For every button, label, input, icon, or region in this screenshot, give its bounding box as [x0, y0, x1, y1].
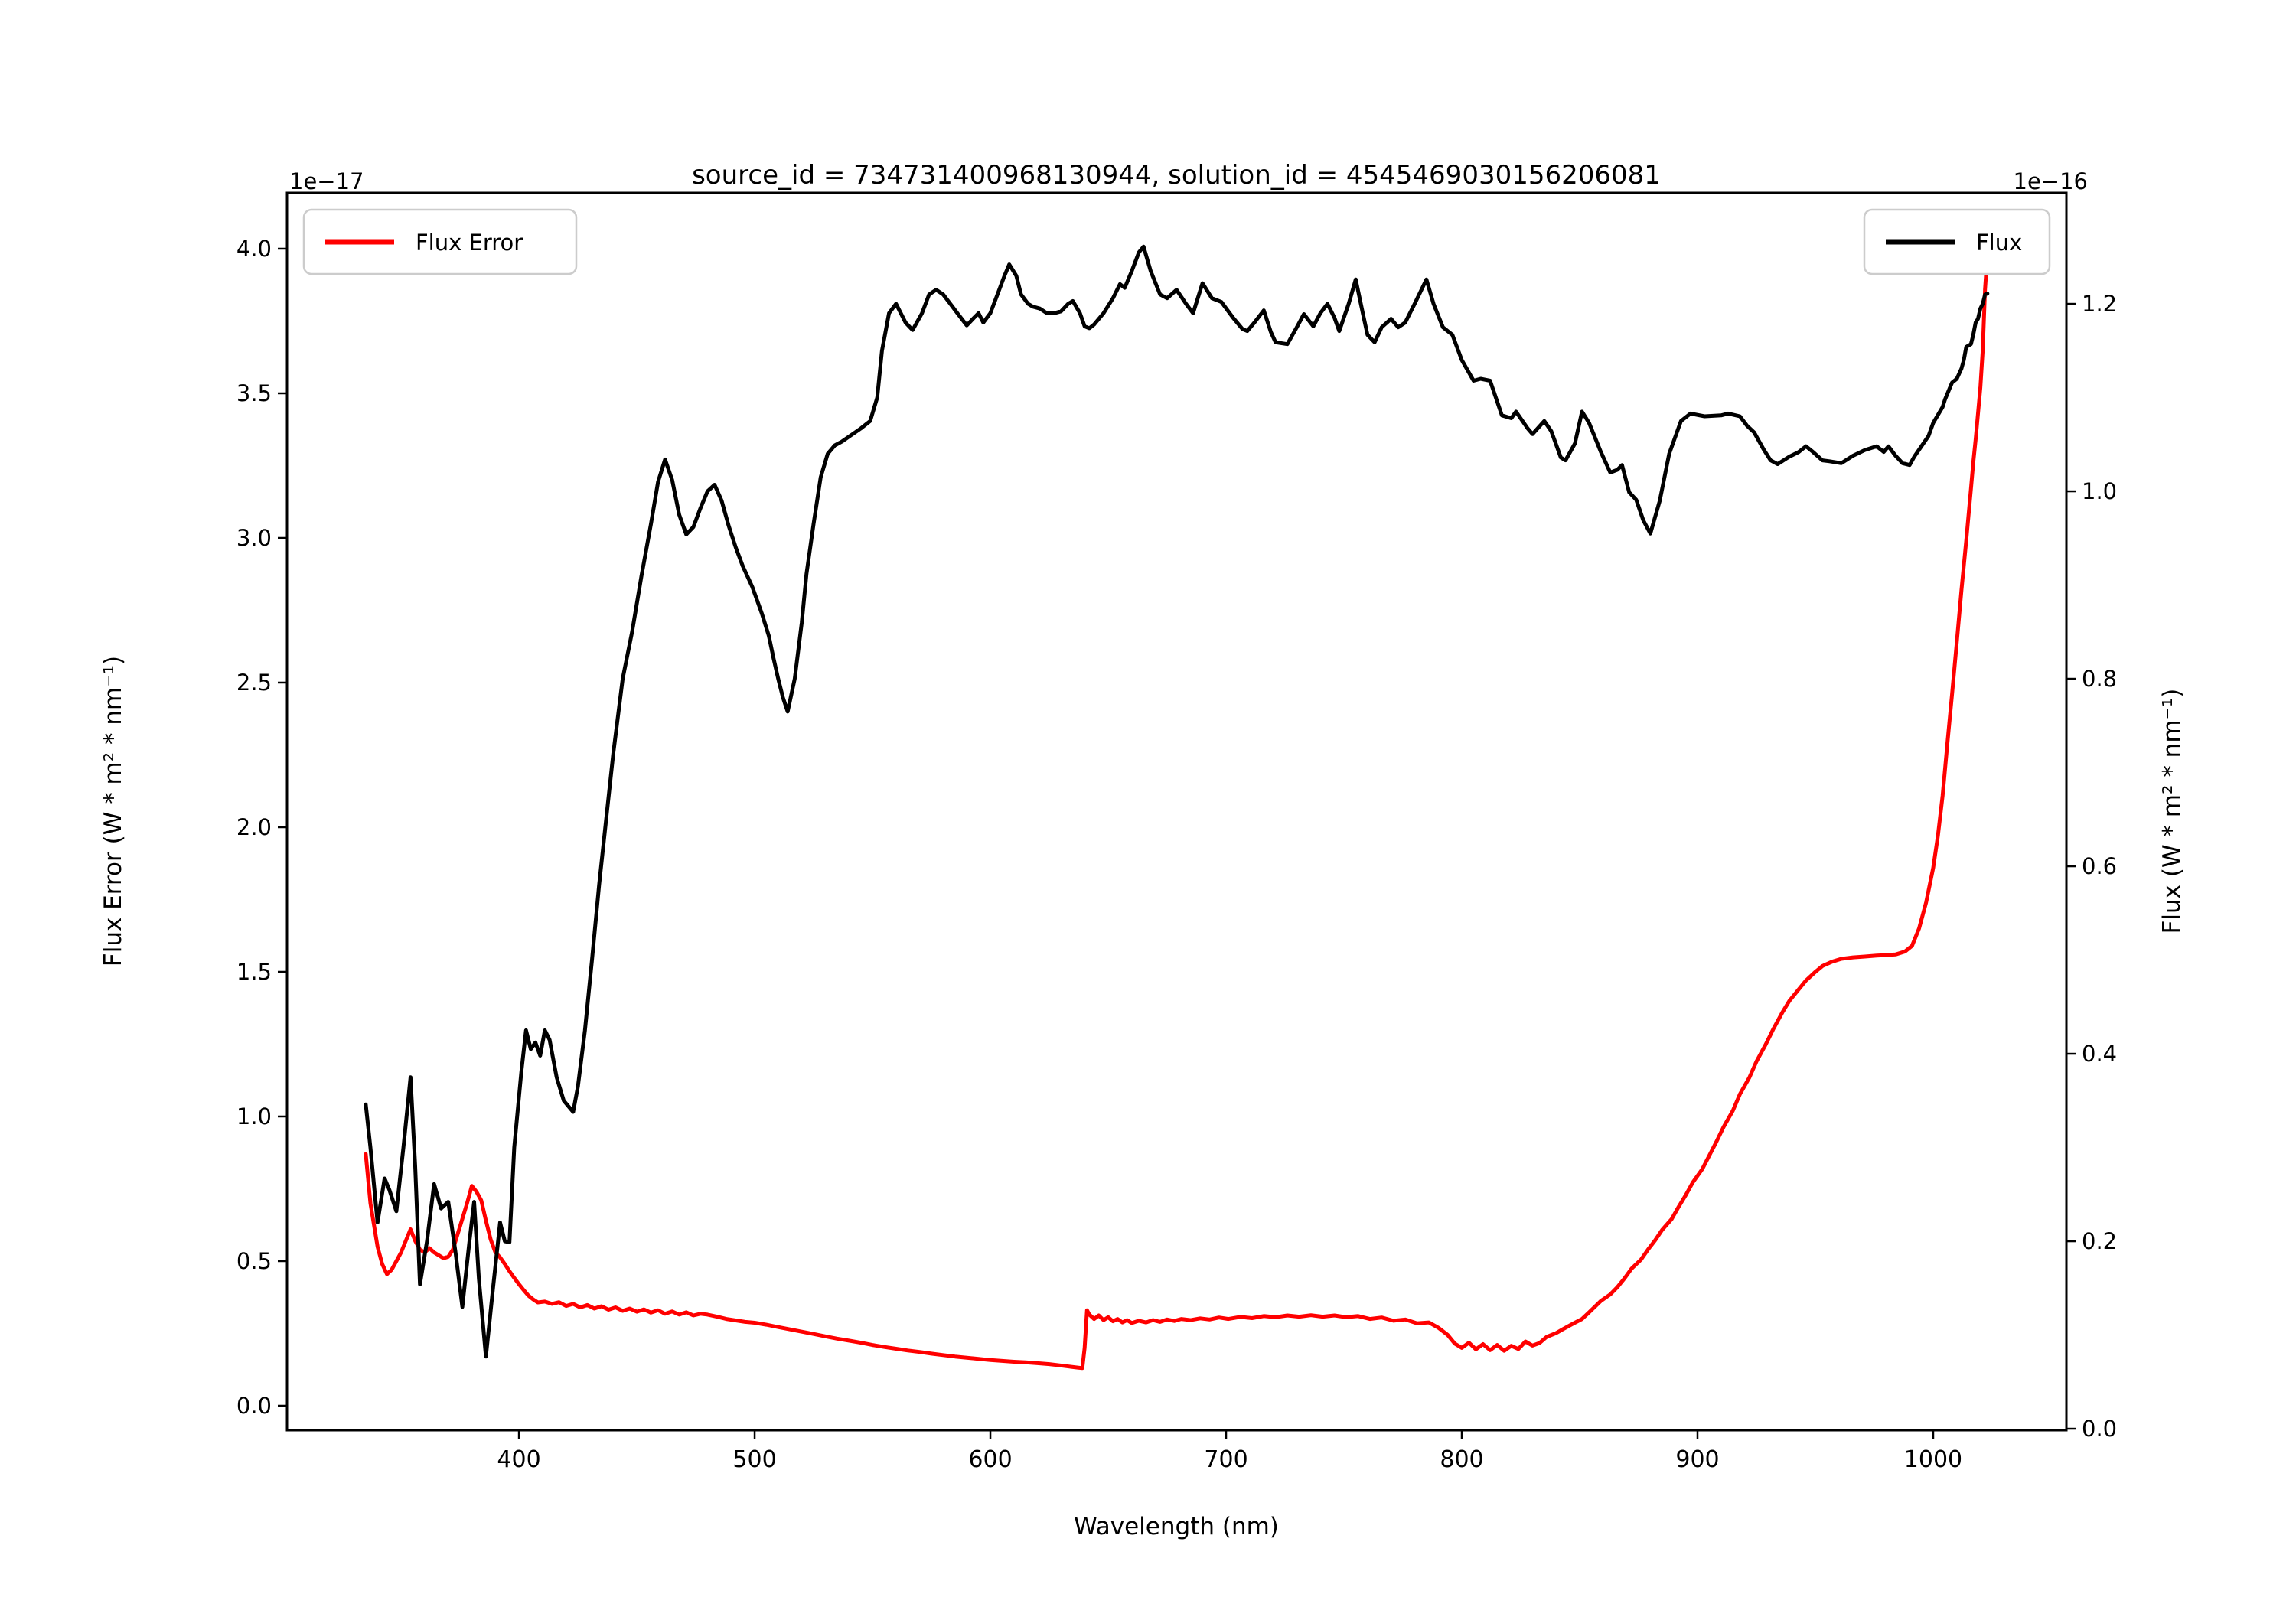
x-tick-label: 800	[1440, 1446, 1483, 1473]
legend-flux-box	[1863, 208, 2051, 275]
y-left-tick-label: 0.5	[236, 1248, 272, 1274]
y-right-axis-label: Flux (W * m² * nm⁻¹)	[2158, 689, 2186, 934]
x-tick-label: 600	[968, 1446, 1012, 1473]
y-left-tick-label: 1.5	[236, 959, 272, 985]
curve-flux	[364, 244, 1990, 1359]
y-right-tick-label: 0.4	[2082, 1041, 2117, 1067]
legend-flux-error-box	[302, 208, 578, 275]
x-tick-label: 400	[497, 1446, 540, 1473]
legend-flux: Flux	[1863, 208, 2051, 275]
chart-title: source_id = 734731400968130944, solution…	[692, 160, 1661, 191]
y-right-tick-label: 0.2	[2082, 1228, 2117, 1254]
left-axis-offset-label: 1e−17	[289, 168, 364, 194]
y-left-tick-label: 3.5	[236, 380, 272, 406]
y-right-tick-label: 1.2	[2082, 291, 2117, 317]
legend-flux-label: Flux	[1976, 230, 2022, 256]
y-right-tick-label: 0.6	[2082, 853, 2117, 879]
right-axis-offset-label: 1e−16	[2014, 168, 2089, 194]
data-curves	[364, 244, 1990, 1371]
y-left-tick-label: 0.0	[236, 1393, 272, 1419]
plot-border	[285, 191, 2068, 1432]
y-left-tick-label: 3.0	[236, 525, 272, 551]
y-right-tick-label: 0.8	[2082, 666, 2117, 692]
y-right-tick-label: 0.0	[2082, 1416, 2117, 1442]
y-left-tick-label: 2.0	[236, 814, 272, 840]
y-right-tick-label: 1.0	[2082, 478, 2117, 504]
y-left-tick-label: 2.5	[236, 670, 272, 696]
legend-flux-error-label: Flux Error	[416, 230, 523, 256]
x-axis-label: Wavelength (nm)	[1074, 1513, 1279, 1540]
legend-flux-error: Flux Error	[302, 208, 578, 275]
x-tick-label: 700	[1204, 1446, 1247, 1473]
x-tick-label: 1000	[1904, 1446, 1962, 1473]
y-left-tick-label: 4.0	[236, 236, 272, 262]
axis-ticks: 400 500 600 700 800 900 1000 0.0 0.5 1.0 1.5 2.0 2.5…	[236, 236, 2117, 1473]
x-tick-label: 500	[732, 1446, 776, 1473]
y-left-tick-label: 1.0	[236, 1103, 272, 1129]
x-tick-label: 900	[1675, 1446, 1719, 1473]
y-left-axis-label: Flux Error (W * m² * nm⁻¹)	[99, 656, 127, 966]
curve-flux-error	[364, 253, 1990, 1371]
